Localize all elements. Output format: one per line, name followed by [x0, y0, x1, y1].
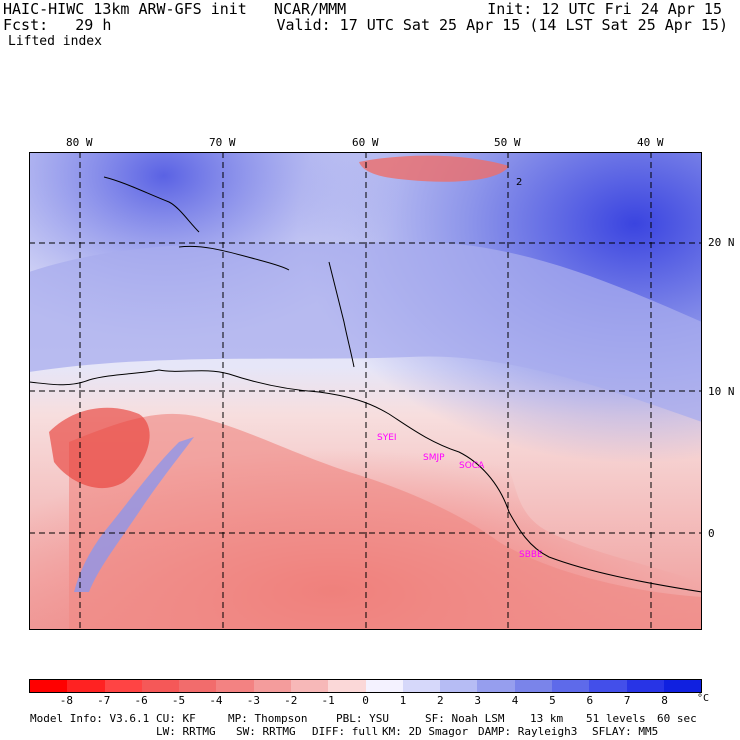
lat-label-10n: 10 N [708, 385, 735, 398]
lon-label-80w: 80 W [66, 136, 93, 149]
legend-tick-label: -6 [134, 694, 148, 707]
footer-diffusion: DIFF: full [312, 725, 379, 738]
legend-swatch [477, 680, 515, 692]
legend-swatch [626, 680, 664, 692]
lat-label-0: 0 [708, 527, 715, 540]
station-label: SOCA [459, 461, 485, 471]
legend-swatch [365, 680, 403, 692]
footer-model-version: Model Info: V3.6.1 [30, 712, 150, 725]
legend-swatch [141, 680, 180, 692]
legend-swatch [253, 680, 291, 692]
legend-swatch [179, 680, 217, 692]
legend-tick-label: 1 [399, 694, 407, 707]
footer-damping: DAMP: Rayleigh3 [478, 725, 578, 738]
strong-negative-patch [49, 407, 150, 489]
legend-swatch [30, 680, 68, 692]
legend-swatch [290, 680, 329, 692]
legend-tick-label: -2 [284, 694, 298, 707]
model-title: HAIC-HIWC 13km ARW-GFS init NCAR/MMM [3, 0, 347, 18]
positive-strip-andes [74, 437, 194, 592]
footer-microphysics: MP: Thompson [228, 712, 308, 725]
legend-swatch [104, 680, 142, 692]
lon-label-40w: 40 W [637, 136, 664, 149]
legend-swatch [551, 680, 590, 692]
legend-swatch [216, 680, 254, 692]
legend-swatch [328, 680, 366, 692]
legend-tick-label: 7 [623, 694, 631, 707]
legend-tick-label: -8 [59, 694, 73, 707]
footer-cumulus: CU: KF [156, 712, 196, 725]
contour-label: 2 [516, 177, 522, 188]
valid-time: Valid: 17 UTC Sat 25 Apr 15 (14 LST Sat … [276, 16, 728, 34]
footer-longwave: LW: RRTMG [156, 725, 216, 738]
legend-tick-label: -1 [321, 694, 335, 707]
legend-swatch [663, 680, 702, 692]
legend-swatch [589, 680, 627, 692]
lon-label-60w: 60 W [352, 136, 379, 149]
footer-surface: SF: Noah LSM [425, 712, 505, 725]
footer-timestep: 60 sec [657, 712, 697, 725]
legend-tick-label: 4 [511, 694, 519, 707]
legend-tick-label: -5 [171, 694, 186, 707]
lat-label-20n: 20 N [708, 236, 735, 249]
coastlines [29, 176, 702, 593]
field-name: Lifted index [8, 34, 102, 49]
legend-swatch [402, 680, 441, 692]
positive-band [29, 241, 702, 422]
strong-negative-patch-north [359, 155, 509, 182]
forecast-hour: Fcst: 29 h [3, 16, 112, 34]
station-label: SMJP [423, 453, 445, 463]
station-label: SBBE [519, 550, 543, 560]
legend-tick-label: 5 [549, 694, 556, 707]
legend-tick-label: 8 [661, 694, 668, 707]
lat-lon-grid [29, 152, 702, 630]
legend-tick-label: 0 [362, 694, 369, 707]
footer-levels: 51 levels [586, 712, 646, 725]
footer-resolution: 13 km [530, 712, 564, 725]
legend-tick-label: -3 [246, 694, 260, 707]
station-label: SYEI [377, 433, 397, 443]
map-frame [29, 152, 702, 630]
footer-pbl: PBL: YSU [336, 712, 389, 725]
color-legend [29, 679, 702, 693]
legend-unit: °C [697, 693, 710, 704]
lon-label-50w: 50 W [494, 136, 521, 149]
footer-surface-layer: SFLAY: MM5 [592, 725, 659, 738]
negative-region-interior [69, 413, 702, 630]
legend-tick-label: -7 [97, 694, 111, 707]
legend-swatch [67, 680, 105, 692]
init-time: Init: 12 UTC Fri 24 Apr 15 [487, 0, 722, 18]
footer-shortwave: SW: RRTMG [236, 725, 296, 738]
legend-tick-label: 3 [474, 694, 481, 707]
footer-km: KM: 2D Smagor [382, 725, 469, 738]
legend-tick-label: 2 [436, 694, 444, 707]
lon-label-70w: 70 W [209, 136, 236, 149]
legend-swatch [514, 680, 552, 692]
legend-swatch [440, 680, 478, 692]
lifted-index-map: 2 SYEI SMJP SOCA SBBE [29, 152, 702, 630]
legend-tick-label: -4 [209, 694, 223, 707]
legend-ticks: -8 -7 -6 -5 -4 -3 -2 -1 0 1 2 3 4 5 6 7 8 [29, 694, 702, 708]
legend-tick-label: 6 [586, 694, 594, 707]
